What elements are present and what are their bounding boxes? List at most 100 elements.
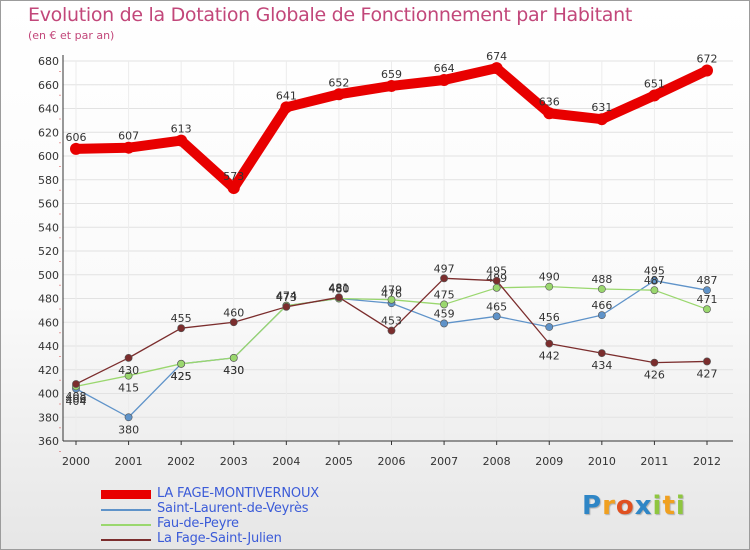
- data-point-la-fage-montivernoux: [227, 182, 240, 195]
- x-tick-label: 2005: [325, 455, 353, 468]
- legend-swatch: [101, 490, 151, 499]
- data-label-saint-laurent-de-veyres: 430: [223, 364, 244, 377]
- y-tick-label: 680: [38, 55, 59, 68]
- data-label-la-fage-montivernoux: 607: [118, 130, 139, 143]
- data-point-la-fage-montivernoux: [332, 88, 345, 101]
- y-tick-label: 360: [38, 435, 59, 448]
- x-tick-label: 2012: [693, 455, 721, 468]
- data-label-la-fage-saint-julien: 427: [697, 367, 718, 380]
- data-point-la-fage-saint-julien: [387, 326, 396, 335]
- data-point-la-fage-montivernoux: [648, 89, 661, 102]
- data-label-la-fage-saint-julien: 426: [644, 369, 665, 382]
- x-tick-label: 2001: [115, 455, 143, 468]
- legend-label: Saint-Laurent-de-Veyrès: [157, 501, 309, 516]
- data-point-saint-laurent-de-veyres: [703, 286, 711, 295]
- data-label-saint-laurent-de-veyres: 380: [118, 423, 139, 436]
- data-point-la-fage-montivernoux: [595, 113, 608, 126]
- data-label-la-fage-montivernoux: 613: [171, 123, 192, 136]
- data-label-la-fage-montivernoux: 636: [539, 95, 560, 108]
- data-label-saint-laurent-de-veyres: 459: [434, 307, 455, 320]
- data-label-fau-de-peyre: 474: [276, 290, 297, 303]
- data-point-la-fage-saint-julien: [229, 318, 238, 327]
- x-tick-label: 2011: [640, 455, 668, 468]
- y-tick-label: 420: [38, 364, 59, 377]
- data-point-la-fage-saint-julien: [177, 324, 186, 333]
- x-tick-label: 2007: [430, 455, 458, 468]
- data-label-fau-de-peyre: 406: [66, 392, 87, 405]
- data-label-la-fage-montivernoux: 664: [434, 62, 455, 75]
- data-label-saint-laurent-de-veyres: 495: [644, 265, 665, 278]
- data-label-la-fage-saint-julien: 473: [276, 291, 297, 304]
- y-tick-label: 460: [38, 316, 59, 329]
- x-tick-label: 2006: [378, 455, 406, 468]
- logo-letter: r: [602, 491, 616, 521]
- data-point-fau-de-peyre: [177, 359, 186, 368]
- data-label-la-fage-saint-julien: 495: [486, 265, 507, 278]
- data-point-fau-de-peyre: [703, 305, 711, 314]
- data-label-la-fage-montivernoux: 641: [276, 89, 297, 102]
- proxiti-logo: Proxiti: [582, 491, 686, 521]
- logo-letter: P: [582, 491, 603, 521]
- data-point-fau-de-peyre: [492, 283, 501, 292]
- y-tick-label: 400: [38, 388, 59, 401]
- data-point-saint-laurent-de-veyres: [650, 276, 659, 285]
- data-point-la-fage-montivernoux: [70, 142, 82, 155]
- y-tick-label: 440: [38, 340, 59, 353]
- data-label-la-fage-montivernoux: 631: [591, 101, 612, 114]
- data-label-fau-de-peyre: 475: [434, 288, 455, 301]
- data-label-la-fage-montivernoux: 672: [697, 53, 718, 66]
- data-label-la-fage-saint-julien: 455: [171, 312, 192, 325]
- data-point-fau-de-peyre: [387, 295, 396, 304]
- x-tick-label: 2008: [483, 455, 511, 468]
- data-point-la-fage-montivernoux: [122, 141, 135, 154]
- chart-subtitle: (en € et par an): [28, 29, 115, 42]
- data-point-la-fage-montivernoux: [701, 64, 713, 77]
- data-label-fau-de-peyre: 488: [591, 273, 612, 286]
- y-tick-label: 620: [38, 126, 59, 139]
- legend-swatch: [101, 509, 151, 511]
- data-label-saint-laurent-de-veyres: 465: [486, 300, 507, 313]
- data-point-la-fage-saint-julien: [650, 358, 659, 367]
- y-tick-label: 480: [38, 293, 59, 306]
- grid: 360 380 400 420 440 460 480 500 520 540 560 580 600 6…: [38, 55, 733, 448]
- data-label-fau-de-peyre: 430: [223, 364, 244, 377]
- data-point-saint-laurent-de-veyres: [545, 323, 554, 331]
- data-point-la-fage-montivernoux: [280, 101, 293, 114]
- data-label-fau-de-peyre: 480: [328, 283, 349, 296]
- series-la-fage-saint-julien: 408 430 455 460 473 481 453 497 495 442 434 426 427: [66, 262, 718, 403]
- data-point-la-fage-saint-julien: [545, 339, 554, 348]
- data-label-fau-de-peyre: 415: [118, 382, 139, 395]
- y-tick-label: 500: [38, 269, 59, 282]
- data-label-la-fage-montivernoux: 606: [66, 131, 87, 144]
- data-label-la-fage-saint-julien: 430: [118, 364, 139, 377]
- data-label-la-fage-saint-julien: 408: [66, 390, 87, 403]
- data-label-la-fage-montivernoux: 651: [644, 77, 665, 90]
- data-point-fau-de-peyre: [545, 282, 554, 291]
- data-label-saint-laurent-de-veyres: 476: [381, 287, 402, 300]
- data-point-saint-laurent-de-veyres: [492, 312, 501, 321]
- data-point-la-fage-saint-julien: [703, 357, 711, 366]
- data-point-la-fage-saint-julien: [440, 274, 448, 283]
- legend-label: La Fage-Saint-Julien: [157, 531, 282, 546]
- y-tick-label: 640: [38, 103, 59, 116]
- data-label-la-fage-saint-julien: 460: [223, 306, 244, 319]
- data-label-saint-laurent-de-veyres: 480: [328, 283, 349, 296]
- chart-title: Evolution de la Dotation Globale de Fonc…: [28, 4, 633, 26]
- data-label-saint-laurent-de-veyres: 404: [66, 395, 87, 408]
- data-label-la-fage-montivernoux: 674: [486, 50, 507, 63]
- y-tick-label: 380: [38, 411, 59, 424]
- x-tick-label: 2000: [62, 455, 90, 468]
- data-point-la-fage-saint-julien: [124, 353, 133, 362]
- data-label-saint-laurent-de-veyres: 474: [276, 290, 297, 303]
- data-label-la-fage-saint-julien: 453: [381, 315, 402, 328]
- data-label-la-fage-montivernoux: 573: [223, 170, 244, 183]
- data-point-la-fage-saint-julien: [335, 293, 343, 302]
- data-point-fau-de-peyre: [650, 286, 659, 295]
- y-tick-label: 520: [38, 245, 59, 258]
- data-label-fau-de-peyre: 479: [381, 284, 402, 297]
- data-label-fau-de-peyre: 490: [539, 271, 560, 284]
- data-label-la-fage-saint-julien: 434: [591, 359, 612, 372]
- data-label-la-fage-montivernoux: 652: [328, 76, 349, 89]
- data-label-saint-laurent-de-veyres: 466: [591, 299, 612, 312]
